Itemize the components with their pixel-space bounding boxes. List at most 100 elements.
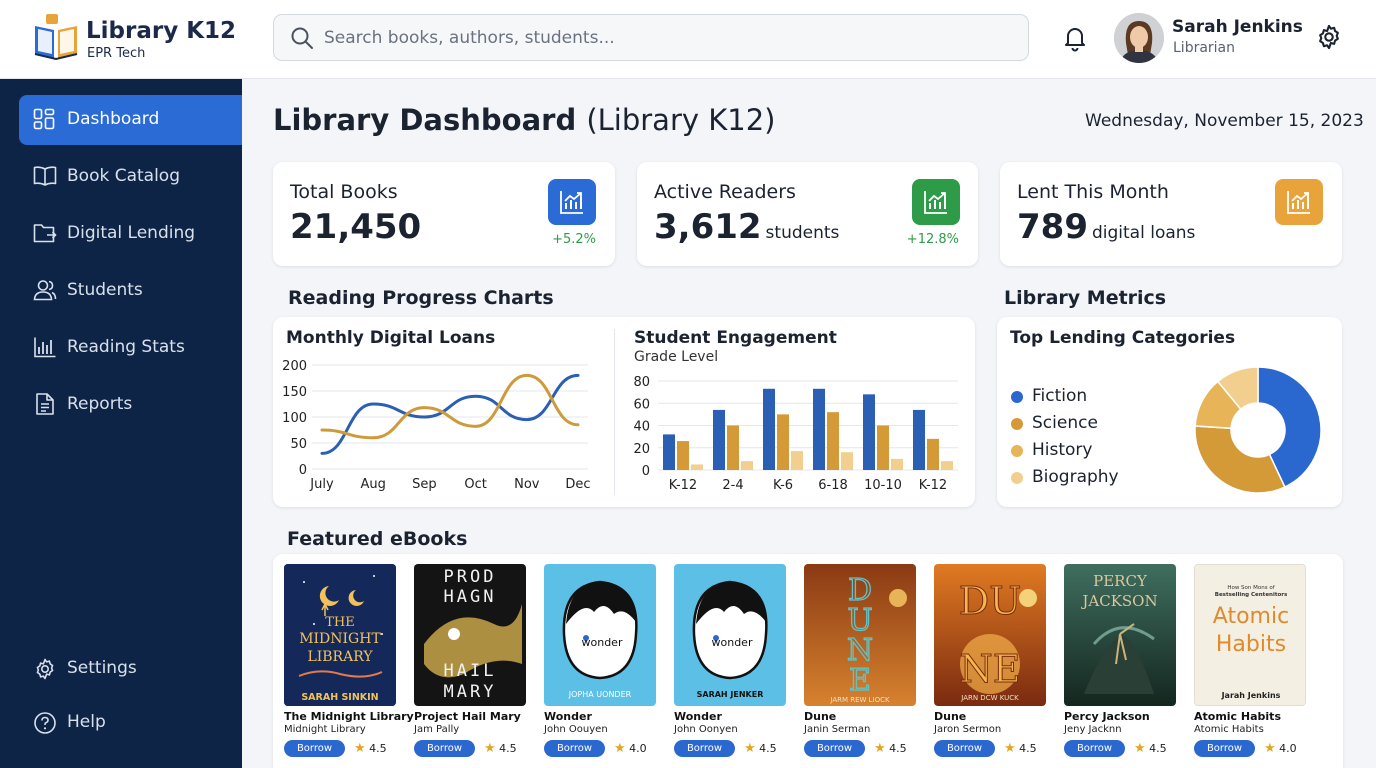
book-card[interactable]: How Son Mons of Bestselling Centenitors … bbox=[1194, 564, 1318, 764]
book-card[interactable]: THE MIDNIGHT LIBRARY SARAH SINKIN The Mi… bbox=[284, 564, 414, 764]
sidebar-item-settings[interactable]: Settings bbox=[19, 644, 242, 694]
svg-text:DU: DU bbox=[959, 579, 1022, 623]
borrow-button[interactable]: Borrow bbox=[804, 740, 865, 757]
book-card[interactable]: wonder SARAH JENKER Wonder John Oonyen B… bbox=[674, 564, 798, 764]
settings-gear-icon[interactable] bbox=[1315, 23, 1343, 51]
stat-label: Lent This Month bbox=[1017, 181, 1169, 203]
library-metrics-card: Top Lending Categories Fiction Science H… bbox=[997, 317, 1342, 507]
legend-dot bbox=[1011, 445, 1023, 457]
svg-text:wonder: wonder bbox=[582, 636, 623, 649]
y-tick-label: 0 bbox=[642, 464, 650, 479]
borrow-button[interactable]: Borrow bbox=[284, 740, 345, 757]
bar-chart-title: Student Engagement bbox=[634, 328, 837, 348]
series-line bbox=[320, 373, 580, 440]
y-tick-label: 60 bbox=[633, 397, 650, 412]
book-author: Midnight Library bbox=[284, 724, 366, 735]
book-title: Wonder bbox=[544, 710, 592, 723]
bar bbox=[741, 461, 753, 470]
y-tick-label: 20 bbox=[633, 442, 650, 457]
book-cover[interactable]: DU NE JARN DCW KUCK bbox=[934, 564, 1046, 706]
donut-slice bbox=[1216, 366, 1259, 411]
book-cover[interactable]: How Son Mons of Bestselling Centenitors … bbox=[1194, 564, 1306, 706]
book-title: Wonder bbox=[674, 710, 722, 723]
page-title-suffix: (Library K12) bbox=[586, 103, 776, 137]
sidebar-item-label: Dashboard bbox=[67, 109, 160, 129]
sidebar-item-label: Book Catalog bbox=[67, 166, 180, 186]
page-title-text: Library Dashboard bbox=[273, 103, 577, 137]
book-card[interactable]: DU NE JARN DCW KUCK Dune Jaron Sermon Bo… bbox=[934, 564, 1058, 764]
y-tick-label: 50 bbox=[290, 437, 307, 452]
y-tick-label: 100 bbox=[282, 411, 307, 426]
borrow-button[interactable]: Borrow bbox=[544, 740, 605, 757]
x-tick-label: 6-18 bbox=[818, 478, 848, 493]
borrow-button[interactable]: Borrow bbox=[674, 740, 735, 757]
notification-bell-icon[interactable] bbox=[1061, 24, 1089, 52]
stat-value: 21,450 bbox=[290, 207, 421, 247]
book-cover[interactable]: wonder SARAH JENKER bbox=[674, 564, 786, 706]
book-rating: ★ 4.5 bbox=[1004, 740, 1037, 757]
sidebar-item-reading-stats[interactable]: Reading Stats bbox=[19, 323, 242, 373]
search-input[interactable] bbox=[324, 21, 1014, 55]
svg-text:THE: THE bbox=[325, 615, 355, 630]
folder-icon bbox=[33, 224, 57, 243]
pie-chart-title: Top Lending Categories bbox=[1010, 328, 1236, 348]
bar-chart-icon bbox=[34, 337, 56, 358]
borrow-button[interactable]: Borrow bbox=[414, 740, 475, 757]
y-tick-label: 150 bbox=[282, 385, 307, 400]
bar bbox=[727, 425, 739, 470]
sidebar-item-students[interactable]: Students bbox=[19, 266, 242, 316]
borrow-button[interactable]: Borrow bbox=[934, 740, 995, 757]
svg-text:PROD: PROD bbox=[444, 567, 497, 587]
sidebar-item-book-catalog[interactable]: Book Catalog bbox=[19, 152, 242, 202]
stat-value: 789 digital loans bbox=[1017, 207, 1195, 247]
star-icon: ★ bbox=[874, 741, 886, 756]
book-card[interactable]: D U N E JARM REW LIOCK Dune Janin Serman… bbox=[804, 564, 928, 764]
book-card[interactable]: PROD HAGN HAIL MARY Project Hail Mary Ja… bbox=[414, 564, 538, 764]
star-icon: ★ bbox=[1004, 741, 1016, 756]
lending-categories-donut-chart bbox=[1194, 366, 1322, 494]
app-subtitle: EPR Tech bbox=[87, 46, 146, 61]
sidebar-item-digital-lending[interactable]: Digital Lending bbox=[19, 209, 242, 259]
app-logo[interactable]: Library K12 EPR Tech bbox=[32, 12, 236, 64]
book-cover[interactable]: D U N E JARM REW LIOCK bbox=[804, 564, 916, 706]
x-tick-label: Nov bbox=[514, 477, 540, 492]
svg-text:N: N bbox=[847, 633, 873, 668]
book-cover[interactable]: PERCY JACKSON bbox=[1064, 564, 1176, 706]
bar bbox=[663, 434, 675, 470]
borrow-button[interactable]: Borrow bbox=[1064, 740, 1125, 757]
book-title: The Midnight Library bbox=[284, 710, 414, 723]
book-cover[interactable]: PROD HAGN HAIL MARY bbox=[414, 564, 526, 706]
bar bbox=[927, 438, 939, 470]
book-card[interactable]: PERCY JACKSON Percy Jackson Jeny Jacknn … bbox=[1064, 564, 1188, 764]
x-tick-label: July bbox=[309, 477, 334, 492]
sidebar-item-reports[interactable]: Reports bbox=[19, 380, 242, 430]
bar bbox=[677, 441, 689, 470]
svg-text:MIDNIGHT: MIDNIGHT bbox=[299, 631, 381, 647]
book-author: Jam Pally bbox=[414, 724, 460, 735]
stat-card-active-readers: Active Readers 3,612 students +12.8% bbox=[637, 162, 978, 266]
borrow-button[interactable]: Borrow bbox=[1194, 740, 1255, 757]
svg-text:U: U bbox=[847, 603, 872, 638]
user-avatar[interactable] bbox=[1114, 13, 1164, 63]
search-bar[interactable] bbox=[273, 14, 1029, 61]
book-card[interactable]: wonder JOPHA UONDER Wonder John Oouyen B… bbox=[544, 564, 668, 764]
sidebar-item-dashboard[interactable]: Dashboard bbox=[19, 95, 242, 145]
book-rating: ★ 4.0 bbox=[614, 740, 647, 757]
current-date: Wednesday, November 15, 2023 bbox=[1085, 111, 1364, 131]
book-rating: ★ 4.5 bbox=[1134, 740, 1167, 757]
gear-icon bbox=[36, 658, 54, 680]
sidebar-item-help[interactable]: Help bbox=[19, 698, 242, 748]
svg-text:JARN DCW KUCK: JARN DCW KUCK bbox=[960, 694, 1019, 702]
svg-text:HAIL: HAIL bbox=[444, 661, 497, 681]
rating-value: 4.0 bbox=[1279, 742, 1297, 755]
line-chart-title: Monthly Digital Loans bbox=[286, 328, 496, 348]
x-tick-label: Dec bbox=[565, 477, 590, 492]
sidebar-item-label: Digital Lending bbox=[67, 223, 196, 243]
book-cover[interactable]: THE MIDNIGHT LIBRARY SARAH SINKIN bbox=[284, 564, 396, 706]
book-title: Project Hail Mary bbox=[414, 710, 521, 723]
logo-book-icon bbox=[34, 14, 78, 60]
app-name: Library K12 bbox=[86, 18, 237, 44]
stat-card-total-books: Total Books 21,450 +5.2% bbox=[273, 162, 615, 266]
book-cover[interactable]: wonder JOPHA UONDER bbox=[544, 564, 656, 706]
book-rating: ★ 4.5 bbox=[354, 740, 387, 757]
